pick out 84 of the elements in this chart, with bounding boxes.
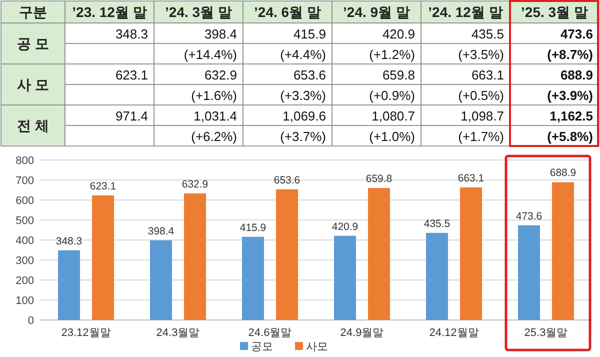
text: 435.5: [424, 218, 450, 230]
text: ’24. 6월 말: [254, 4, 321, 20]
data-label: 659.8: [382, 67, 415, 82]
data-label: 623.1: [115, 67, 148, 82]
data-label: 420.9: [382, 26, 415, 42]
bar: [92, 195, 114, 320]
y-tick-label: 200: [16, 275, 34, 287]
text: (+1.2%): [369, 46, 415, 62]
text: (+3.3%): [280, 88, 326, 103]
text: 663.1: [458, 172, 484, 184]
text: 653.6: [274, 174, 300, 186]
text: 398.4: [148, 225, 174, 238]
text: (+1.7%): [458, 128, 504, 144]
data-label: 435.5: [471, 26, 504, 42]
y-tick-label: 400: [16, 235, 34, 247]
text: 1,162.5: [550, 108, 593, 124]
data-label: 632.9: [204, 67, 237, 82]
text: 420.9: [332, 220, 358, 233]
x-tick-label: 24.6월말: [248, 327, 292, 339]
y-tick-label: 0: [28, 315, 34, 327]
text: ’24. 9월 말: [343, 4, 410, 20]
bar: [460, 187, 482, 320]
text: 473.6: [516, 210, 542, 222]
bar: [334, 236, 356, 320]
text: ’25. 3월 말: [521, 4, 588, 20]
data-label: 398.4: [204, 26, 237, 42]
text: 632.9: [182, 178, 208, 190]
text: (+3.5%): [458, 46, 504, 62]
text: (+1.6%): [191, 88, 237, 103]
bar: [184, 193, 206, 320]
bar: [58, 250, 80, 320]
bar: [276, 189, 298, 320]
text: 구분: [19, 4, 47, 20]
text: (+3.7%): [280, 128, 326, 144]
text: (+3.9%): [547, 88, 593, 103]
data-label: 663.1: [471, 67, 504, 82]
bar: [150, 240, 172, 320]
text: ’24. 12월 말: [428, 4, 503, 20]
text: 공 모: [17, 36, 49, 52]
text: 415.9: [240, 222, 266, 234]
text: (+0.5%): [458, 88, 504, 103]
text: ’24. 3월 말: [165, 4, 232, 20]
text: (+8.7%): [547, 46, 593, 62]
text: 전 체: [17, 118, 49, 134]
data-label: 348.3: [115, 26, 148, 42]
text: 348.3: [56, 235, 82, 248]
text: ’23. 12월 말: [72, 4, 147, 20]
y-tick-label: 700: [16, 175, 34, 187]
bar: [368, 188, 390, 320]
data-label: 473.6: [560, 26, 593, 42]
text: 1,098.7: [460, 108, 504, 124]
y-tick-label: 800: [16, 155, 34, 167]
data-label: 653.6: [293, 67, 326, 82]
text: 1,031.4: [194, 108, 237, 124]
y-tick-label: 100: [16, 295, 34, 307]
y-tick-label: 500: [16, 215, 34, 227]
text: (+1.0%): [369, 128, 415, 144]
bar: [426, 232, 448, 320]
text: (+4.4%): [280, 46, 326, 62]
text: 659.8: [366, 173, 392, 186]
x-tick-label: 24.3월말: [156, 327, 200, 339]
legend-label: 사모: [306, 341, 328, 353]
text: (+6.2%): [191, 128, 237, 144]
text: (+14.4%): [184, 46, 237, 62]
bar: [242, 236, 264, 320]
text: 사 모: [17, 76, 49, 92]
text: (+5.8%): [547, 128, 593, 144]
legend-label: 공모: [251, 341, 273, 353]
text: 688.9: [550, 167, 576, 180]
text: (+0.9%): [369, 88, 415, 103]
data-label: 688.9: [560, 67, 593, 82]
text: 1,069.6: [282, 108, 326, 124]
bar: [518, 225, 540, 320]
text: 623.1: [90, 180, 116, 192]
x-tick-label: 25.3월말: [524, 327, 568, 339]
text: 1,080.7: [372, 108, 415, 124]
x-tick-label: 24.12월말: [429, 327, 479, 339]
x-tick-label: 23.12월말: [61, 327, 111, 339]
data-label: 415.9: [293, 26, 326, 42]
y-tick-label: 600: [16, 195, 34, 207]
text: 971.4: [115, 108, 148, 124]
x-tick-label: 24.9월말: [340, 327, 384, 339]
y-tick-label: 300: [16, 255, 34, 267]
bar: [552, 182, 574, 320]
